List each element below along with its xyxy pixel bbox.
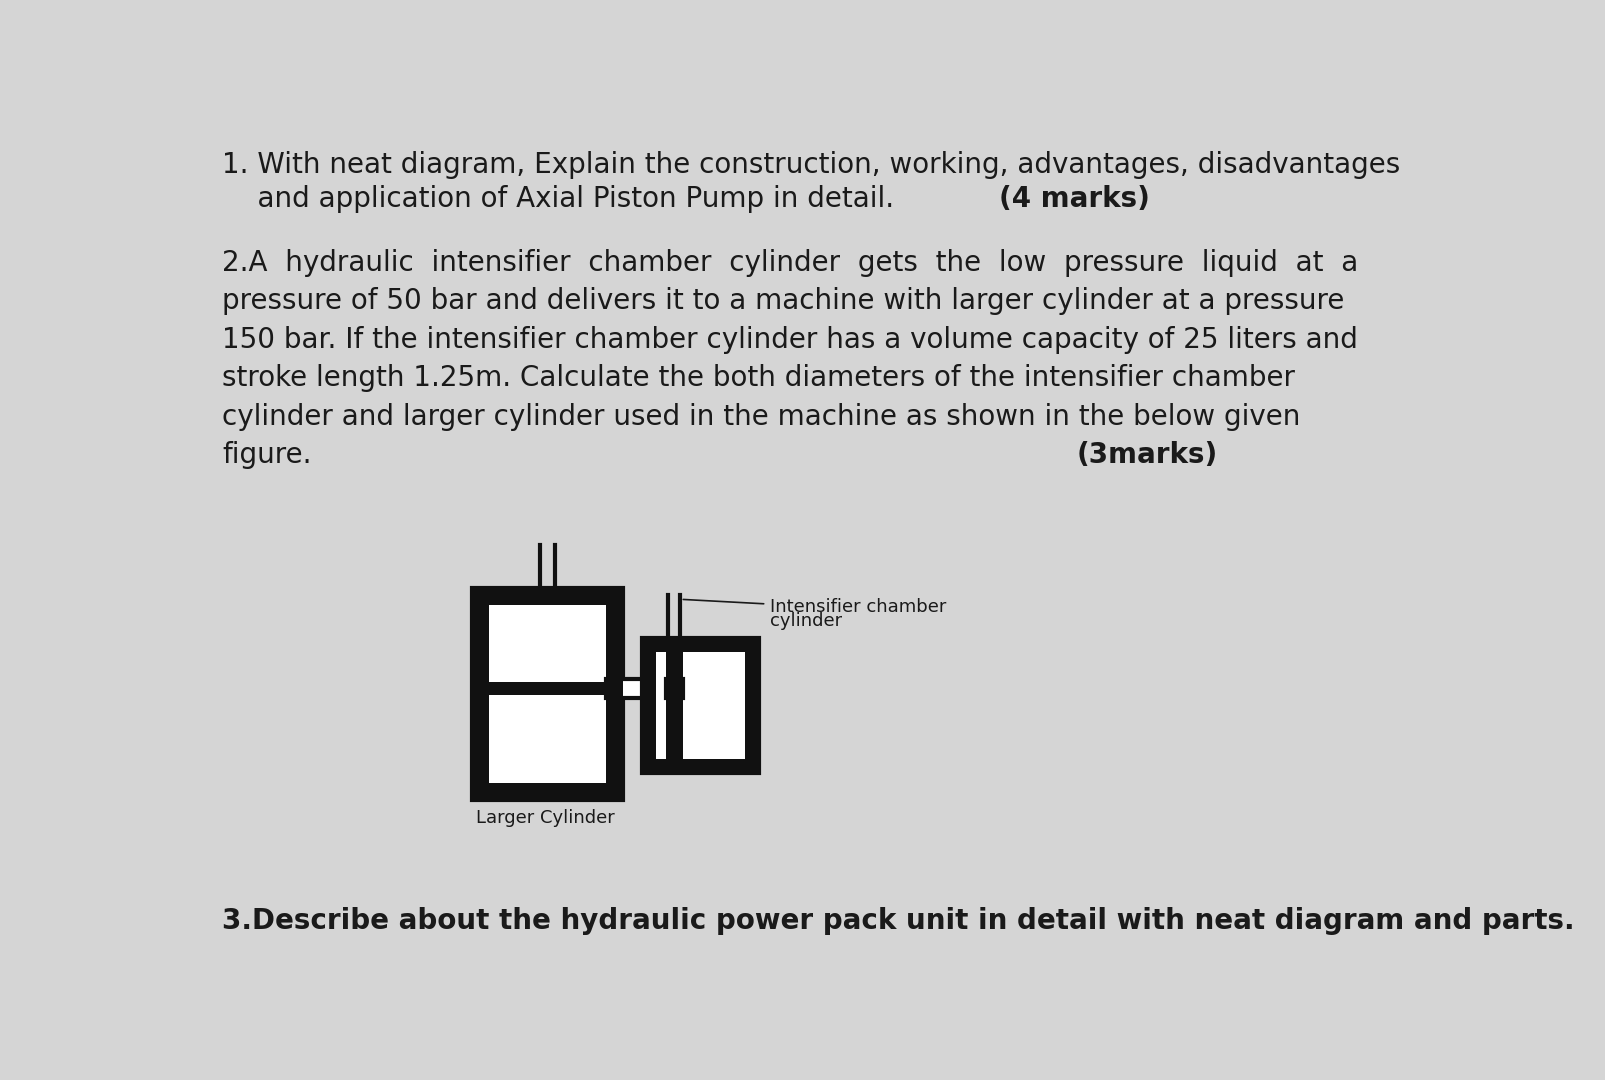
Bar	[642, 758, 758, 772]
Text: stroke length 1.25m. Calculate the both diameters of the intensifier chamber: stroke length 1.25m. Calculate the both …	[223, 364, 1295, 392]
Text: 3.Describe about the hydraulic power pack unit in detail with neat diagram and p: 3.Describe about the hydraulic power pac…	[223, 907, 1575, 935]
Bar	[605, 588, 623, 799]
Text: and application of Axial Piston Pump in detail.: and application of Axial Piston Pump in …	[223, 185, 894, 213]
Bar	[472, 588, 490, 799]
Bar	[666, 651, 682, 758]
Text: cylinder: cylinder	[770, 611, 843, 630]
Text: Intensifier chamber: Intensifier chamber	[770, 597, 947, 616]
Text: 2.A  hydraulic  intensifier  chamber  cylinder  gets  the  low  pressure  liquid: 2.A hydraulic intensifier chamber cylind…	[223, 249, 1358, 276]
Bar	[745, 638, 758, 772]
Bar	[642, 638, 758, 651]
Bar	[642, 638, 656, 772]
Text: figure.: figure.	[223, 442, 311, 470]
Text: (4 marks): (4 marks)	[998, 185, 1149, 213]
Bar	[490, 683, 605, 694]
Bar	[472, 783, 623, 799]
Bar	[472, 588, 623, 605]
Text: 1. With neat diagram, Explain the construction, working, advantages, disadvantag: 1. With neat diagram, Explain the constr…	[223, 151, 1400, 179]
Text: pressure of 50 bar and delivers it to a machine with larger cylinder at a pressu: pressure of 50 bar and delivers it to a …	[223, 287, 1343, 315]
Bar	[666, 679, 682, 698]
Bar	[605, 679, 666, 698]
Bar	[472, 588, 623, 799]
Text: (3marks): (3marks)	[1075, 442, 1217, 470]
Bar	[642, 638, 758, 772]
Text: cylinder and larger cylinder used in the machine as shown in the below given: cylinder and larger cylinder used in the…	[223, 403, 1300, 431]
Text: Larger Cylinder: Larger Cylinder	[475, 809, 615, 827]
Text: 150 bar. If the intensifier chamber cylinder has a volume capacity of 25 liters : 150 bar. If the intensifier chamber cyli…	[223, 326, 1358, 354]
